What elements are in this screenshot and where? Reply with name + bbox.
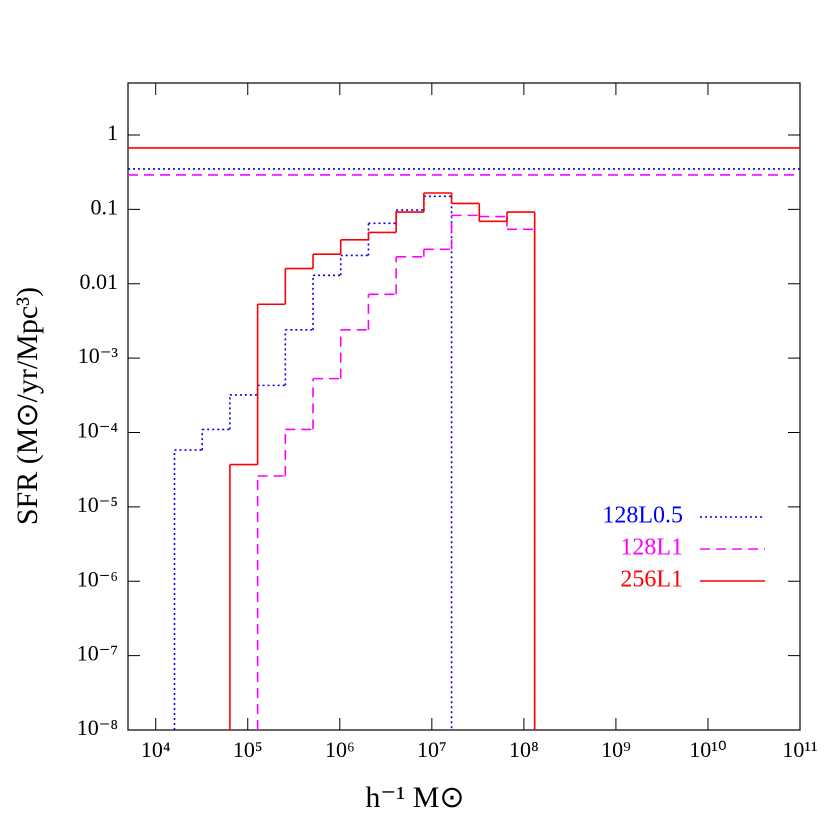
x-tick-label: 10⁶ xyxy=(325,737,355,762)
y-axis-label: SFR (M⊙/yr/Mpc³) xyxy=(11,287,44,525)
legend-label: 128L1 xyxy=(620,535,683,561)
x-tick-label: 10⁵ xyxy=(233,737,263,762)
y-tick-label: 10⁻⁵ xyxy=(77,492,118,517)
y-tick-label: 10⁻⁴ xyxy=(77,418,119,443)
y-tick-label: 10⁻⁸ xyxy=(77,715,118,740)
y-tick-label: 10⁻⁶ xyxy=(77,566,118,591)
x-tick-label: 10¹¹ xyxy=(782,737,817,762)
y-tick-label: 10⁻⁷ xyxy=(77,641,118,666)
y-tick-label: 1 xyxy=(107,120,118,145)
legend-label: 128L0.5 xyxy=(602,503,683,529)
x-tick-label: 10⁷ xyxy=(417,737,447,762)
y-tick-label: 0.1 xyxy=(91,194,119,219)
legend-label: 256L1 xyxy=(620,567,683,593)
x-tick-label: 10⁸ xyxy=(509,737,539,762)
y-tick-label: 0.01 xyxy=(80,269,119,294)
x-tick-label: 10⁴ xyxy=(141,737,171,762)
plot-frame xyxy=(127,82,801,731)
x-tick-label: 10¹⁰ xyxy=(689,737,727,762)
x-axis-label: h⁻¹ M⊙ xyxy=(365,781,464,814)
y-tick-label: 10⁻³ xyxy=(78,343,119,368)
x-tick-label: 10⁹ xyxy=(601,737,631,762)
